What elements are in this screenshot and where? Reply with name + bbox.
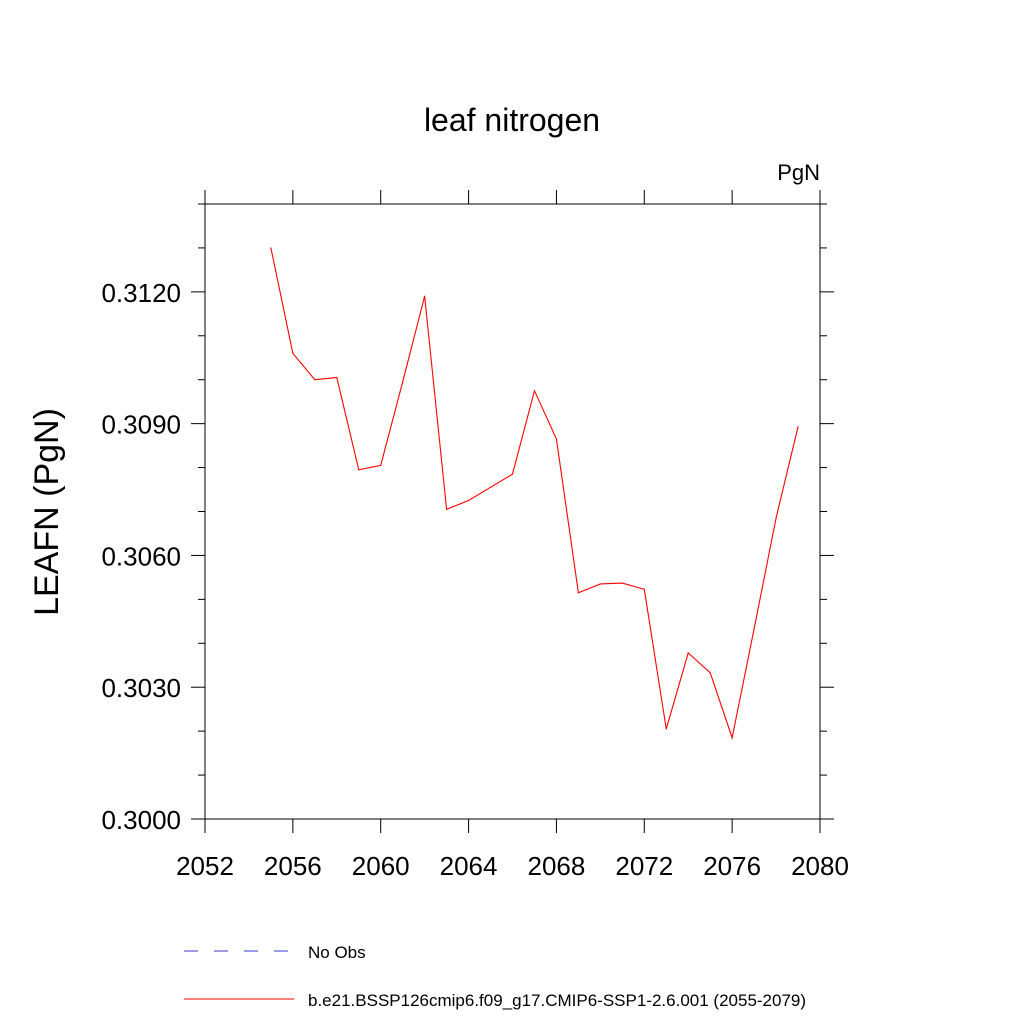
x-tick-label: 2060 — [352, 851, 410, 881]
chart-units: PgN — [777, 160, 820, 185]
data-point — [467, 499, 470, 502]
data-point — [775, 517, 777, 519]
data-point — [709, 672, 711, 674]
legend-label: b.e21.BSSP126cmip6.f09_g17.CMIP6-SSP1-2.… — [308, 991, 806, 1010]
data-point — [555, 438, 558, 440]
data-point — [599, 583, 601, 585]
data-point — [292, 352, 294, 354]
data-point — [533, 390, 536, 392]
data-point — [753, 628, 755, 630]
x-tick-label: 2056 — [264, 851, 322, 881]
y-tick-label: 0.3030 — [101, 673, 181, 703]
data-point — [665, 728, 667, 730]
legend-label: No Obs — [308, 943, 366, 962]
plot-frame — [204, 203, 821, 820]
data-point — [489, 486, 492, 488]
data-point — [336, 376, 338, 379]
y-tick-label: 0.3060 — [101, 541, 181, 571]
x-tick-label: 2076 — [703, 851, 761, 881]
data-point — [380, 464, 382, 466]
data-point — [446, 508, 448, 510]
chart-title: leaf nitrogen — [424, 102, 600, 138]
data-point — [402, 381, 404, 383]
x-tick-label: 2072 — [615, 851, 673, 881]
data-point — [577, 592, 579, 594]
series-layer — [270, 247, 799, 740]
y-axis: 0.3000 0.3030 0.3060 0.3090 0.3120 — [101, 203, 834, 835]
y-tick-label: 0.3120 — [101, 278, 181, 308]
data-point — [797, 426, 799, 428]
data-point — [621, 582, 623, 584]
x-tick-label: 2064 — [440, 851, 498, 881]
data-point — [643, 588, 645, 590]
y-tick-label: 0.3000 — [101, 805, 181, 835]
x-tick-label: 2068 — [528, 851, 586, 881]
legend: No Obs b.e21.BSSP126cmip6.f09_g17.CMIP6-S… — [184, 943, 806, 1010]
data-point — [270, 247, 272, 249]
y-tick-label: 0.3090 — [101, 410, 181, 440]
x-tick-label: 2080 — [791, 851, 849, 881]
x-axis: 2052 2056 2060 2064 2068 2072 2076 2080 — [176, 190, 849, 881]
data-point — [358, 469, 360, 471]
data-point — [731, 737, 733, 739]
data-point — [511, 473, 514, 475]
data-point — [314, 379, 316, 381]
data-point — [687, 652, 689, 654]
y-axis-label: LEAFN (PgN) — [28, 408, 66, 616]
x-tick-label: 2052 — [176, 851, 234, 881]
series-line — [270, 247, 799, 740]
data-point — [424, 295, 426, 297]
